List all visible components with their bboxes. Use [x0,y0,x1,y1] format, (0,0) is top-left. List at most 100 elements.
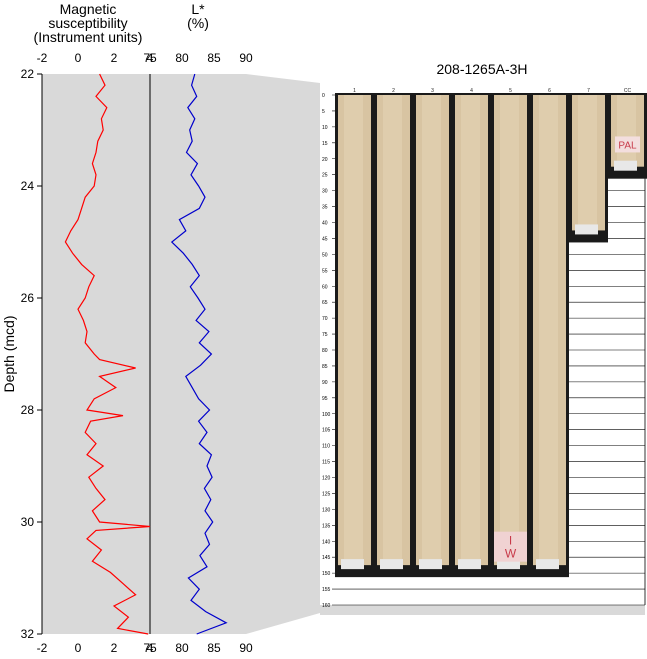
ruler-tick-label: 100 [322,412,331,418]
section-barcode-label [341,559,364,570]
ruler-tick-label: 140 [322,539,331,545]
ruler-tick-label: 120 [322,476,331,482]
section-barcode-label [497,559,520,570]
l-bottom-tick-label: 85 [207,641,221,655]
l-bottom-tick-label: 90 [239,641,253,655]
section-number: 3 [431,88,434,94]
ms-title-line: (Instrument units) [34,29,143,45]
section-number: 5 [509,88,512,94]
core-section-highlight [383,95,402,566]
ruler-tick-label: 20 [322,157,328,163]
section-barcode-label [614,160,637,171]
l-top-tick-label: 75 [143,51,157,65]
depth-correlation-wedge [246,74,645,634]
l-bottom-tick-label: 80 [175,641,189,655]
ms-title-line: Magnetic [60,1,117,17]
section-barcode-label [380,559,403,570]
l-top-tick-label: 85 [207,51,221,65]
wedge-base [320,605,645,615]
ruler-tick-label: 75 [322,332,328,338]
section-number: 4 [470,88,473,94]
ms-bottom-tick-label: 4 [147,641,154,655]
ruler-tick-label: 5 [322,109,325,115]
section-number: 7 [587,88,590,94]
core-section-highlight [539,95,558,566]
l-top-tick-label: 90 [239,51,253,65]
ms-bottom-tick-label: -2 [37,641,48,655]
ruler-tick-label: 155 [322,587,331,593]
annotation-text: PAL [618,140,637,151]
ruler-tick-label: 150 [322,571,331,577]
l-title-line: L* [191,1,205,17]
depth-tick-label: 32 [21,627,35,641]
depth-axis-label: Depth (mcd) [1,315,17,392]
wedge-shape [246,74,320,634]
ruler-tick-label: 135 [322,523,331,529]
section-number: 1 [353,88,356,94]
l-bottom-tick-label: 75 [143,641,157,655]
ruler-tick-label: 110 [322,444,330,450]
ruler-tick-label: 130 [322,507,331,513]
depth-tick-label: 22 [21,67,35,81]
annotation-text: W [505,547,517,561]
ms-bottom-tick-label: 0 [75,641,82,655]
section-number: 2 [392,88,395,94]
l-plot-area [150,74,246,634]
plot-backgrounds [41,74,246,634]
section-barcode-label [536,559,559,570]
depth-tick-label: 24 [21,179,35,193]
ruler-tick-label: 65 [322,300,328,306]
ruler-tick-label: 40 [322,221,328,227]
core-section-highlight [578,95,597,231]
depth-tick-label: 28 [21,403,35,417]
depth-tick-label: 30 [21,515,35,529]
ms-title-line: susceptibility [48,15,127,31]
ruler-tick-label: 125 [322,491,331,497]
section-number: 6 [548,88,551,94]
ruler-tick-label: 70 [322,316,328,322]
ruler-tick-label: 15 [322,141,328,147]
ruler-tick-label: 0 [322,93,325,99]
ruler-tick-label: 80 [322,348,328,354]
section-barcode-label [458,559,481,570]
ruler-tick-label: 25 [322,173,328,179]
ruler-tick-label: 60 [322,284,328,290]
ruler-tick-label: 10 [322,125,328,131]
core-section-highlight [617,95,636,167]
core-title: 208-1265A-3H [436,61,527,77]
ruler-tick-label: 145 [322,555,331,561]
core-section-highlight [461,95,480,566]
depth-tick-label: 26 [21,291,35,305]
ms-top-tick-label: 2 [111,51,118,65]
ruler-tick-label: 55 [322,268,328,274]
ms-bottom-tick-label: 2 [111,641,118,655]
ruler-tick-label: 160 [322,603,331,609]
ruler-tick-label: 30 [322,189,328,195]
l-title-line: (%) [187,15,209,31]
section-number: CC [624,88,632,94]
ruler-tick-label: 105 [322,428,331,434]
ms-top-tick-label: -2 [37,51,48,65]
l-top-tick-label: 80 [175,51,189,65]
annotation-text: I [509,534,512,548]
core-section-highlight [422,95,441,566]
ruler-tick-label: 95 [322,396,328,402]
ruler-tick-label: 45 [322,236,328,242]
ms-plot-area [42,74,150,634]
ruler-tick-label: 90 [322,380,328,386]
ruler-tick-label: 35 [322,205,328,211]
section-barcode-label [419,559,442,570]
annotation-tag [615,136,640,153]
section-barcode-label [575,224,598,235]
ruler-tick-label: 85 [322,364,328,370]
magnetic-susceptibility-plot [64,73,151,635]
ms-top-tick-label: 4 [147,51,154,65]
ruler-tick-label: 115 [322,460,330,466]
ms-series-line [64,73,151,635]
core-section-highlight [344,95,363,566]
annotation-tag [494,531,527,562]
core-image-panel: 0510152025303540455055606570758085909510… [322,88,647,609]
ms-top-tick-label: 0 [75,51,82,65]
